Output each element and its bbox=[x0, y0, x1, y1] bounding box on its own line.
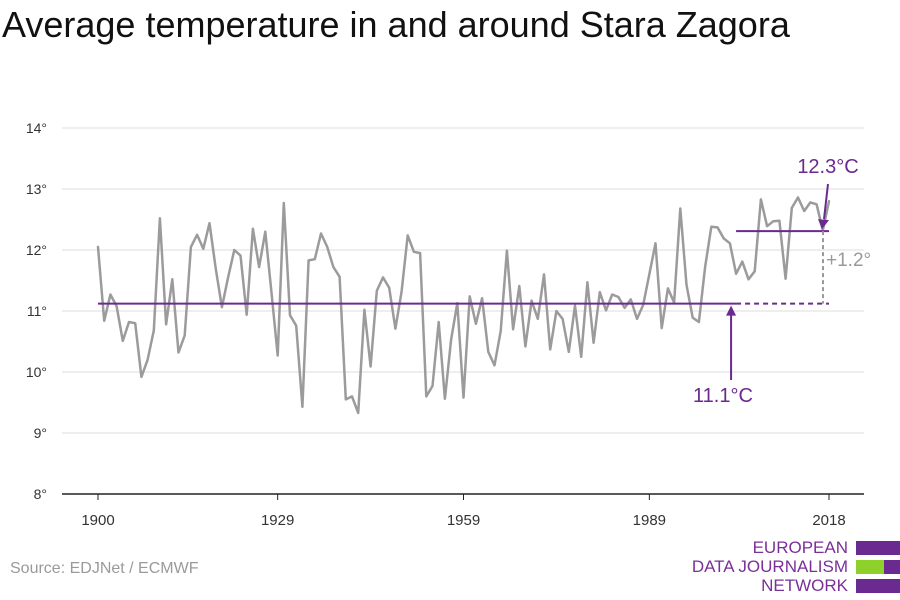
logo-bar-green bbox=[856, 560, 884, 574]
temperature-series bbox=[96, 196, 831, 415]
recent-arrow-head bbox=[818, 219, 829, 230]
x-axis: 1900 1929 1959 1989 2018 bbox=[62, 493, 864, 529]
logo-bar-purple-bottom bbox=[856, 579, 900, 593]
y-tick-label-13: 13° bbox=[26, 181, 47, 197]
edjnet-logo: EUROPEAN DATA JOURNALISM NETWORK bbox=[692, 538, 900, 600]
x-tick-label-1959: 1959 bbox=[447, 512, 480, 529]
logo-line-3: NETWORK bbox=[761, 576, 848, 595]
chart-title: Average temperature in and around Stara … bbox=[2, 4, 790, 45]
y-tick-label-11: 11° bbox=[27, 303, 47, 319]
logo-line-2: DATA JOURNALISM bbox=[691, 557, 848, 576]
y-tick-label-9: 9° bbox=[34, 425, 47, 441]
difference-label: +1.2° bbox=[826, 250, 871, 271]
logo-bar-purple-top bbox=[856, 541, 900, 555]
y-tick-label-10: 10° bbox=[26, 364, 47, 380]
x-tick-label-1929: 1929 bbox=[261, 512, 294, 529]
y-tick-label-8: 8° bbox=[34, 486, 47, 502]
y-axis-tick-labels: 8° 9° 10° 11° 12° 13° 14° bbox=[26, 120, 47, 502]
x-tick-label-1989: 1989 bbox=[633, 512, 666, 529]
x-tick-label-1900: 1900 bbox=[81, 512, 114, 529]
annotations: 11.1°C 12.3°C +1.2° bbox=[693, 156, 871, 407]
x-tick-label-2018: 2018 bbox=[812, 512, 845, 529]
baseline-label: 11.1°C bbox=[693, 385, 753, 407]
recent-arrow-shaft bbox=[823, 183, 829, 220]
recent-label: 12.3°C bbox=[797, 156, 858, 178]
logo-line-1: EUROPEAN bbox=[752, 538, 848, 557]
y-tick-label-14: 14° bbox=[26, 120, 47, 136]
reference-lines bbox=[98, 230, 829, 305]
y-tick-label-12: 12° bbox=[26, 242, 47, 258]
baseline-arrow-head bbox=[726, 305, 737, 316]
source-note: Source: EDJNet / ECMWF bbox=[10, 560, 199, 577]
series-line bbox=[96, 196, 831, 415]
